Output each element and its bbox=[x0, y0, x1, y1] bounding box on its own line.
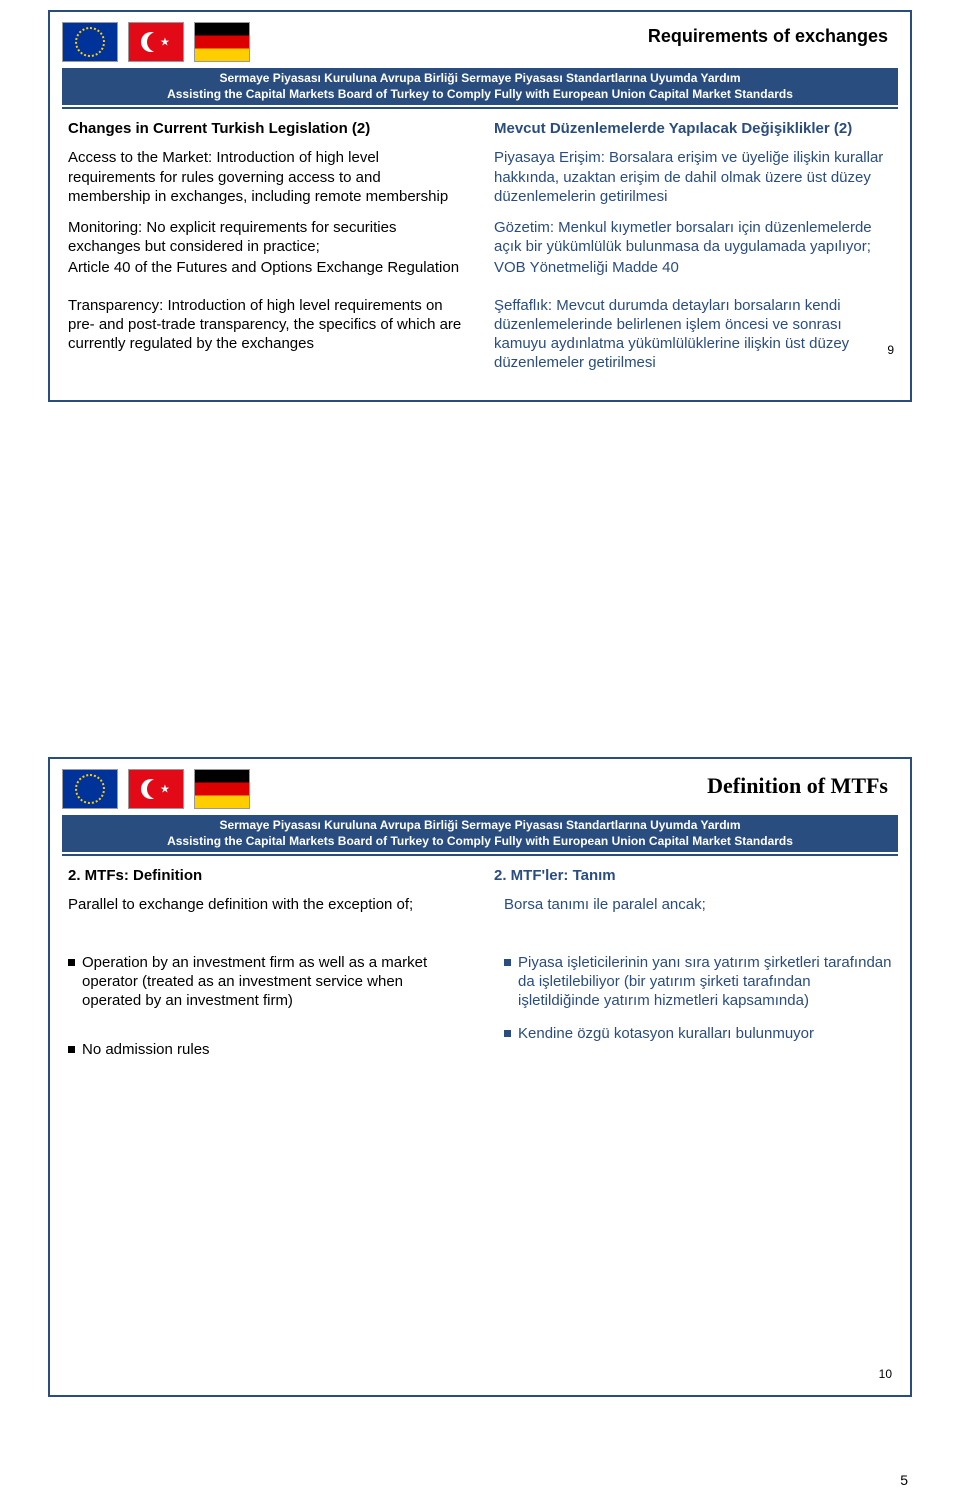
slide-2: ★ Definition of MTFs Sermaye Piyasası Ku… bbox=[48, 757, 912, 1397]
left-bullet-list: Operation by an investment firm as well … bbox=[68, 953, 466, 1060]
eu-flag-icon bbox=[62, 769, 118, 809]
left-para-1: Parallel to exchange definition with the… bbox=[68, 895, 466, 914]
left-para-3: Article 40 of the Futures and Options Ex… bbox=[68, 258, 466, 277]
sub-header-bar: Sermaye Piyasası Kuruluna Avrupa Birliği… bbox=[62, 815, 898, 852]
eu-flag-icon bbox=[62, 22, 118, 62]
slide-number: 10 bbox=[879, 1367, 910, 1389]
sub-header-bar: Sermaye Piyasası Kuruluna Avrupa Birliği… bbox=[62, 68, 898, 105]
turkey-flag-icon: ★ bbox=[128, 769, 184, 809]
left-heading: 2. MTFs: Definition bbox=[68, 866, 466, 885]
germany-flag-icon bbox=[194, 22, 250, 62]
right-para-2: Gözetim: Menkul kıymetler borsaları için… bbox=[494, 218, 892, 256]
turkey-flag-icon: ★ bbox=[128, 22, 184, 62]
right-para-1: Borsa tanımı ile paralel ancak; bbox=[494, 895, 892, 914]
right-para-4: Şeffaflık: Mevcut durumda detayları bors… bbox=[494, 296, 892, 373]
right-column: 2. MTF'ler: Tanım Borsa tanımı ile paral… bbox=[494, 866, 892, 1073]
right-bullet-list: Piyasa işleticilerinin yanı sıra yatırım… bbox=[494, 953, 892, 1044]
list-item: Kendine özgü kotasyon kuralları bulunmuy… bbox=[504, 1024, 892, 1043]
page-2: ★ Definition of MTFs Sermaye Piyasası Ku… bbox=[0, 747, 960, 1494]
page-number: 5 bbox=[900, 1472, 908, 1488]
right-heading: 2. MTF'ler: Tanım bbox=[494, 866, 892, 885]
list-item: Operation by an investment firm as well … bbox=[68, 953, 466, 1011]
left-column: 2. MTFs: Definition Parallel to exchange… bbox=[68, 866, 466, 1073]
right-para-1: Piyasaya Erişim: Borsalara erişim ve üye… bbox=[494, 148, 892, 206]
flag-row: ★ bbox=[62, 769, 250, 809]
page-1: ★ Requirements of exchanges Sermaye Piya… bbox=[0, 0, 960, 747]
right-column: Mevcut Düzenlemelerde Yapılacak Değişikl… bbox=[494, 119, 892, 384]
subbar-line-2: Assisting the Capital Markets Board of T… bbox=[68, 87, 892, 103]
slide-content: Changes in Current Turkish Legislation (… bbox=[50, 109, 910, 392]
left-para-4: Transparency: Introduction of high level… bbox=[68, 296, 466, 354]
germany-flag-icon bbox=[194, 769, 250, 809]
subbar-line-1: Sermaye Piyasası Kuruluna Avrupa Birliği… bbox=[68, 71, 892, 87]
subbar-line-1: Sermaye Piyasası Kuruluna Avrupa Birliği… bbox=[68, 818, 892, 834]
slide-title: Requirements of exchanges bbox=[250, 22, 898, 47]
flag-row: ★ bbox=[62, 22, 250, 62]
left-heading: Changes in Current Turkish Legislation (… bbox=[68, 119, 466, 138]
slide-content: 2. MTFs: Definition Parallel to exchange… bbox=[50, 856, 910, 1081]
left-para-2: Monitoring: No explicit requirements for… bbox=[68, 218, 466, 256]
right-para-3: VOB Yönetmeliği Madde 40 bbox=[494, 258, 892, 277]
right-heading: Mevcut Düzenlemelerde Yapılacak Değişikl… bbox=[494, 119, 892, 138]
slide-title: Definition of MTFs bbox=[250, 769, 898, 799]
list-item: No admission rules bbox=[68, 1040, 466, 1059]
slide-1: ★ Requirements of exchanges Sermaye Piya… bbox=[48, 10, 912, 402]
left-para-1: Access to the Market: Introduction of hi… bbox=[68, 148, 466, 206]
slide-header: ★ Requirements of exchanges bbox=[50, 12, 910, 64]
subbar-line-2: Assisting the Capital Markets Board of T… bbox=[68, 834, 892, 850]
slide-number-inline: 9 bbox=[887, 343, 894, 358]
right-para-4-text: Şeffaflık: Mevcut durumda detayları bors… bbox=[494, 297, 849, 372]
list-item: Piyasa işleticilerinin yanı sıra yatırım… bbox=[504, 953, 892, 1011]
slide-header: ★ Definition of MTFs bbox=[50, 759, 910, 811]
left-column: Changes in Current Turkish Legislation (… bbox=[68, 119, 466, 384]
